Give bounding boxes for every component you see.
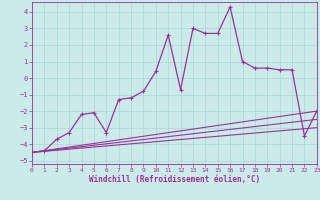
X-axis label: Windchill (Refroidissement éolien,°C): Windchill (Refroidissement éolien,°C) — [89, 175, 260, 184]
